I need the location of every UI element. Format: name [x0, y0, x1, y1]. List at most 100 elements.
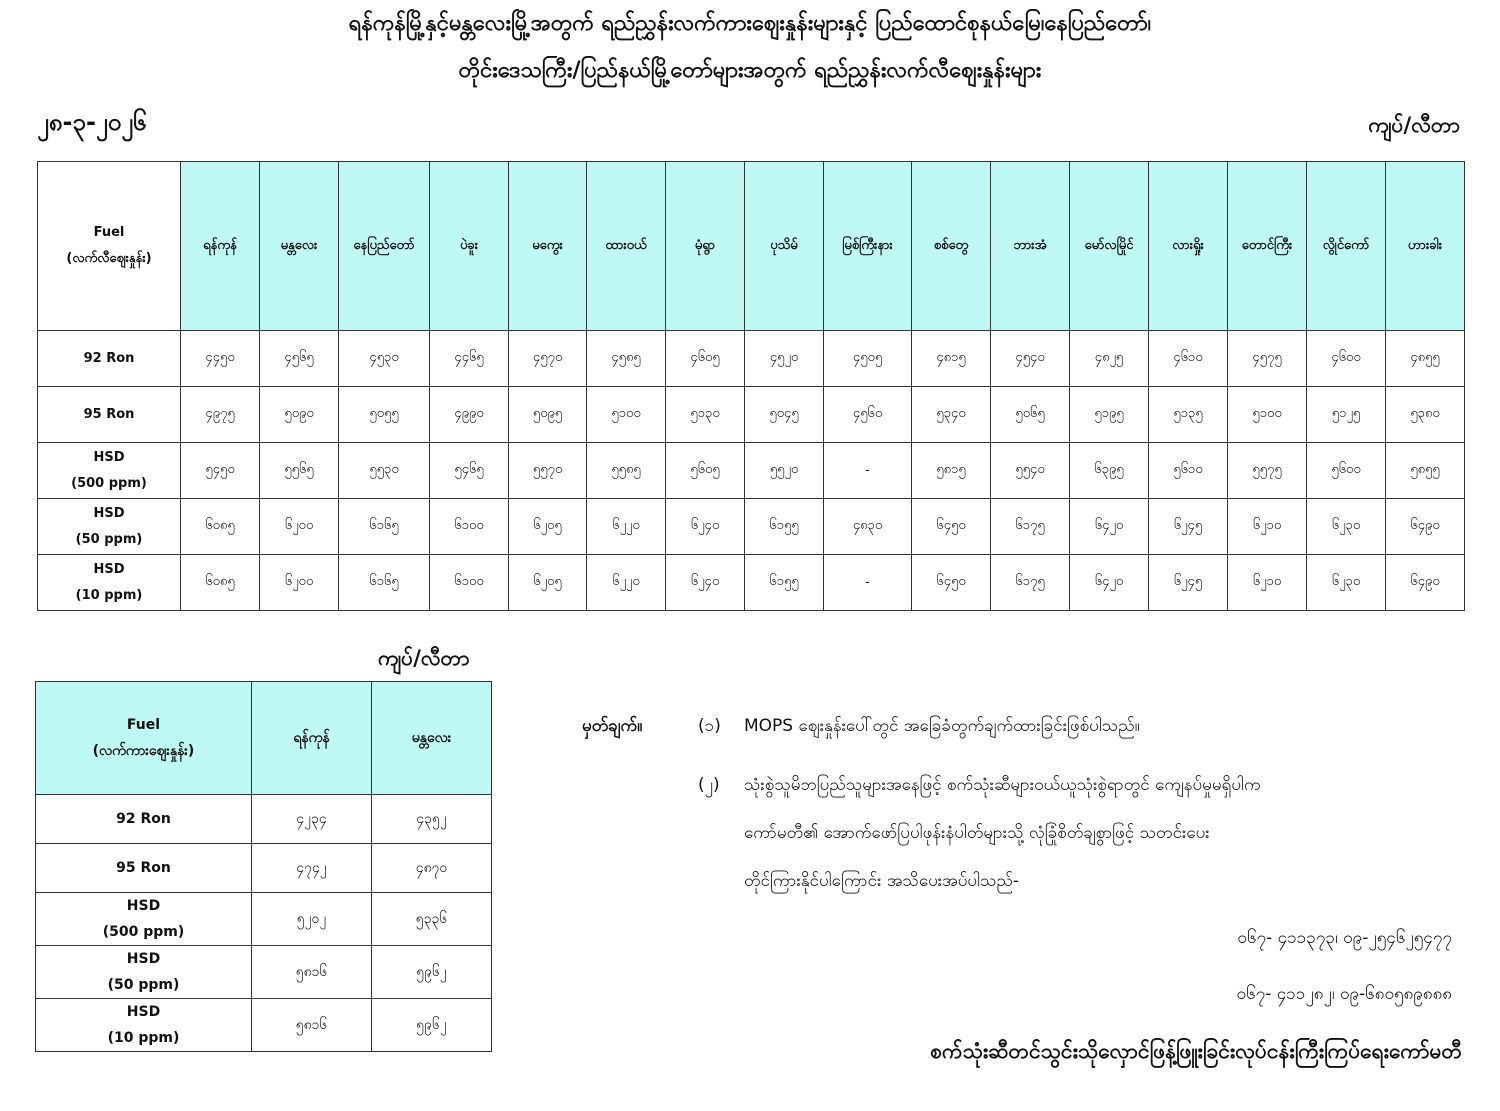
- price-cell: ၅၅၈၅: [586, 442, 666, 499]
- fuel-name: 92 Ron: [116, 811, 171, 827]
- city-header: မကွေး: [508, 161, 587, 331]
- price-cell: ၆၁၆၅: [338, 554, 430, 611]
- note-2-number: (၂): [698, 775, 720, 795]
- price-cell: ၄၈၂၅: [1069, 330, 1149, 387]
- price-cell: ၆၂၄၅: [1148, 554, 1228, 611]
- city-header: လွိုင်ကော်: [1306, 161, 1386, 331]
- price-cell: ၆၁၇၅: [990, 554, 1070, 611]
- price-cell: ၅၅၇၀: [508, 442, 587, 499]
- price-cell: ၆၄၂၀: [1069, 498, 1149, 555]
- price-cell: ၆၂၁၀: [1227, 554, 1307, 611]
- phone-2: ၀၆၇- ၄၁၁၂၈၂၊ ၀၉-၆၈၀၅၈၉၈၈၈: [1236, 984, 1453, 1004]
- price-cell: -: [823, 554, 912, 611]
- city-header: စစ်တွေ: [911, 161, 991, 331]
- fuel-type: HSD (10 ppm): [37, 554, 181, 611]
- fuel-name: HSD: [93, 505, 125, 521]
- city-header: ရန်ကုန်: [180, 161, 260, 331]
- price-cell: ၆၀၈၅: [180, 554, 260, 611]
- fuel-name: HSD: [126, 1004, 161, 1020]
- price-cell: ၅၆၀၅: [665, 442, 745, 499]
- price-cell: ၆၄၅၀: [911, 554, 991, 611]
- price-cell: ၅၄၅၀: [180, 442, 260, 499]
- city-header: ပဲခူး: [429, 161, 509, 331]
- price-cell: ၄၃၅၂: [371, 794, 492, 844]
- fuel-name: HSD: [93, 449, 125, 465]
- city-header: မုံရွာ: [665, 161, 745, 331]
- price-cell: ၄၆၀၀: [1306, 330, 1386, 387]
- price-cell: ၄၄၆၅: [429, 330, 509, 387]
- price-cell: ၅၈၁၅: [911, 442, 991, 499]
- price-cell: ၆၃၉၅: [1069, 442, 1149, 499]
- city-header: ဟားခါး: [1385, 161, 1465, 331]
- price-cell: ၆၁၆၅: [338, 498, 430, 555]
- fuel-sublabel: (လက်လီဈေးနှုန်း): [66, 251, 152, 266]
- price-cell: ၆၂၃၀: [1306, 498, 1386, 555]
- price-cell: ၆၂၀၀: [259, 554, 339, 611]
- price-cell: ၆၂၁၀: [1227, 498, 1307, 555]
- price-cell: ၅၀၅၅: [338, 386, 430, 443]
- fuel-header: Fuel (လက်လီဈေးနှုန်း): [37, 161, 181, 331]
- fuel-grade: (10 ppm): [107, 1030, 180, 1046]
- note-2-line-1: သုံးစွဲသူမိဘပြည်သူများအနေဖြင့် စက်သုံးဆီ…: [744, 775, 1261, 795]
- city-header: မော်လမြိုင်: [1069, 161, 1149, 331]
- fuel-grade: (500 ppm): [102, 924, 185, 940]
- price-cell: ၄၈၁၅: [911, 330, 991, 387]
- note-2-line-3: တိုင်ကြားနိုင်ပါကြောင်း အသိပေးအပ်ပါသည်-: [744, 871, 1020, 891]
- price-cell: ၅၀၆၅: [990, 386, 1070, 443]
- price-cell: ၄၅၃၀: [338, 330, 430, 387]
- city-header: တောင်ကြီး: [1227, 161, 1307, 331]
- note-1-number: (၁): [698, 716, 721, 736]
- price-cell: ၄၇၄၂: [251, 843, 372, 893]
- table-row: HSD (50 ppm) ၆၀၈၅ ၆၂၀၀ ၆၁၆၅ ၆၁၀၀ ၆၂၀၅ ၆၂၂၀ ၆၂၄၀၆…: [37, 498, 1465, 555]
- note-2: သုံးစွဲသူမိဘပြည်သူများအနေဖြင့် စက်သုံးဆီ…: [744, 761, 1464, 905]
- table-row: 95 Ron ၄၉၇၅ ၅၀၉၀ ၅၀၅၅ ၄၉၉၀ ၅၀၉၅ ၅၁၀၀ ၅၁၃၀ ၅၀၄၅ ၄၅…: [37, 386, 1465, 443]
- title-line-2: တိုင်းဒေသကြီး/ပြည်နယ်မြို့တော်များအတွက် …: [458, 58, 1042, 83]
- price-cell: ၅၅၇၅: [1227, 442, 1307, 499]
- price-cell: ၅၆၁၀: [1148, 442, 1228, 499]
- price-cell: -: [823, 442, 912, 499]
- price-cell: ၆၂၀၅: [508, 554, 587, 611]
- price-cell: ၄၅၆၀: [823, 386, 912, 443]
- price-cell: ၄၅၆၅: [259, 330, 339, 387]
- price-cell: ၅၅၆၅: [259, 442, 339, 499]
- price-cell: ၅၃၃၆: [371, 892, 492, 946]
- fuel-name: 95 Ron: [116, 860, 171, 876]
- fuel-header: Fuel (လက်ကားဈေးနှုန်း): [35, 681, 252, 795]
- price-cell: ၅၁၂၅: [1306, 386, 1386, 443]
- table-row: HSD (500 ppm) ၅၄၅၀ ၅၅၆၅ ၅၅၃၀ ၅၄၆၅ ၅၅၇၀ ၅၅၈၅ ၅၆၀၅…: [37, 442, 1465, 499]
- price-cell: ၆၄၅၀: [911, 498, 991, 555]
- fuel-type: 95 Ron: [37, 386, 181, 443]
- price-cell: ၅၈၁၆: [251, 998, 372, 1052]
- fuel-grade: (10 ppm): [75, 587, 143, 603]
- price-cell: ၅၀၄၅: [744, 386, 824, 443]
- table-row: HSD (10 ppm) ၆၀၈၅ ၆၂၀၀ ၆၁၆၅ ၆၁၀၀ ၆၂၀၅ ၆၂၂၀ ၆၂၄၀၆…: [37, 554, 1465, 611]
- price-cell: ၄၉၇၅: [180, 386, 260, 443]
- price-cell: ၄၈၇၀: [371, 843, 492, 893]
- price-cell: ၅၅၃၀: [338, 442, 430, 499]
- price-cell: ၅၀၉၅: [508, 386, 587, 443]
- price-cell: ၅၃၈၀: [1385, 386, 1465, 443]
- fuel-name: 92 Ron: [83, 350, 135, 366]
- price-cell: ၄၅၀၅: [823, 330, 912, 387]
- price-cell: ၄၅၂၀: [744, 330, 824, 387]
- price-cell: ၅၉၆၂: [371, 998, 492, 1052]
- table-row: HSD (500 ppm) ၅၂၀၂ ၅၃၃၆: [35, 892, 492, 946]
- price-cell: ၆၂၄၅: [1148, 498, 1228, 555]
- fuel-type: HSD (10 ppm): [35, 998, 252, 1052]
- price-cell: ၆၁၀၀: [429, 498, 509, 555]
- fuel-label: Fuel: [93, 225, 125, 240]
- note-1: MOPS ဈေးနှုန်းပေါ်တွင် အခြေခံတွက်ချက်ထား…: [744, 716, 1140, 736]
- city-header: နေပြည်တော်: [338, 161, 430, 331]
- phone-1: ၀၆၇- ၄၁၁၃၇၃၊ ၀၉-၂၅၄၆၂၅၄၇၇: [1237, 928, 1452, 948]
- price-cell: ၆၁၅၅: [744, 498, 824, 555]
- price-cell: ၆၀၈၅: [180, 498, 260, 555]
- city-header: မန္တလေး: [371, 681, 492, 795]
- price-cell: ၅၁၀၀: [1227, 386, 1307, 443]
- price-cell: ၅၃၄၀: [911, 386, 991, 443]
- price-cell: ၅၀၉၀: [259, 386, 339, 443]
- price-cell: ၅၁၉၅: [1069, 386, 1149, 443]
- fuel-type: HSD (500 ppm): [37, 442, 181, 499]
- price-cell: ၆၂၃၀: [1306, 554, 1386, 611]
- price-cell: ၄၅၇၀: [508, 330, 587, 387]
- fuel-grade: (500 ppm): [71, 475, 147, 491]
